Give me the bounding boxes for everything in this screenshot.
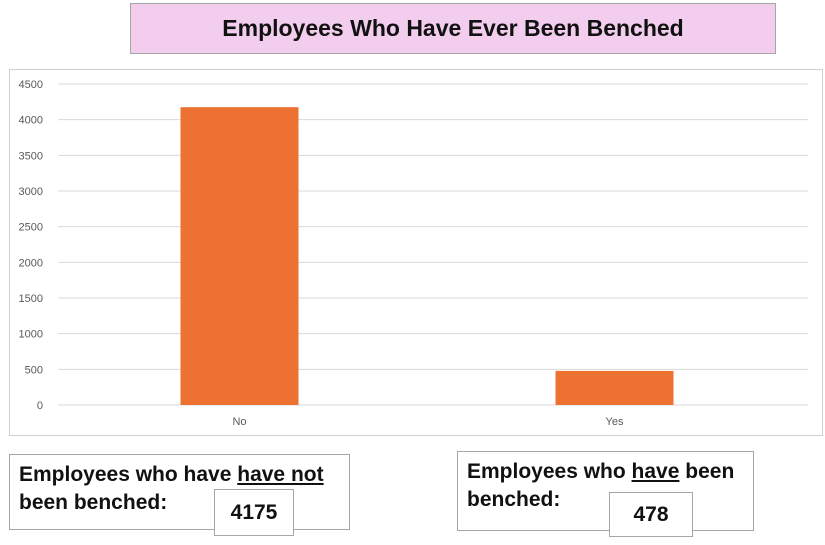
bar-chart: 0 500 1000 1500 2000 2500 3000 3500 4000 4500 No Ye… bbox=[9, 69, 823, 436]
y-tick-label: 1000 bbox=[19, 329, 43, 341]
y-tick-label: 3000 bbox=[19, 186, 43, 198]
benched-emphasis: have bbox=[631, 460, 680, 483]
not-benched-prefix: Employees who have bbox=[19, 463, 238, 486]
not-benched-stat-box: Employees who have have not been benched… bbox=[9, 454, 350, 530]
bar-no bbox=[180, 107, 299, 405]
y-tick-label: 1500 bbox=[19, 293, 43, 305]
not-benched-stat-label: Employees who have have not been benched… bbox=[19, 461, 324, 517]
benched-line2: benched: bbox=[467, 488, 561, 511]
y-tick-label: 4000 bbox=[19, 115, 43, 127]
y-tick-label: 4500 bbox=[19, 79, 43, 91]
benched-stat-label: Employees who have been benched: bbox=[467, 458, 734, 514]
benched-prefix: Employees who bbox=[467, 460, 632, 483]
y-tick-label: 500 bbox=[25, 364, 43, 376]
benched-value: 478 bbox=[609, 492, 693, 537]
y-tick-label: 2000 bbox=[19, 257, 43, 269]
not-benched-line2: been benched: bbox=[19, 491, 168, 514]
chart-title: Employees Who Have Ever Been Benched bbox=[222, 15, 684, 41]
not-benched-value: 4175 bbox=[214, 489, 294, 536]
y-tick-label: 2500 bbox=[19, 222, 43, 234]
chart-title-banner: Employees Who Have Ever Been Benched bbox=[130, 3, 776, 54]
benched-stat-box: Employees who have been benched: bbox=[457, 451, 754, 531]
bar-yes bbox=[555, 370, 674, 405]
y-tick-label: 0 bbox=[37, 400, 43, 412]
y-tick-label: 3500 bbox=[19, 150, 43, 162]
x-category-label: Yes bbox=[606, 416, 624, 428]
bar-chart-svg: 0 500 1000 1500 2000 2500 3000 3500 4000 4500 No Ye… bbox=[19, 79, 808, 428]
not-benched-emphasis: have not bbox=[237, 463, 324, 486]
x-category-label: No bbox=[232, 416, 246, 428]
benched-suffix: been bbox=[679, 460, 735, 483]
